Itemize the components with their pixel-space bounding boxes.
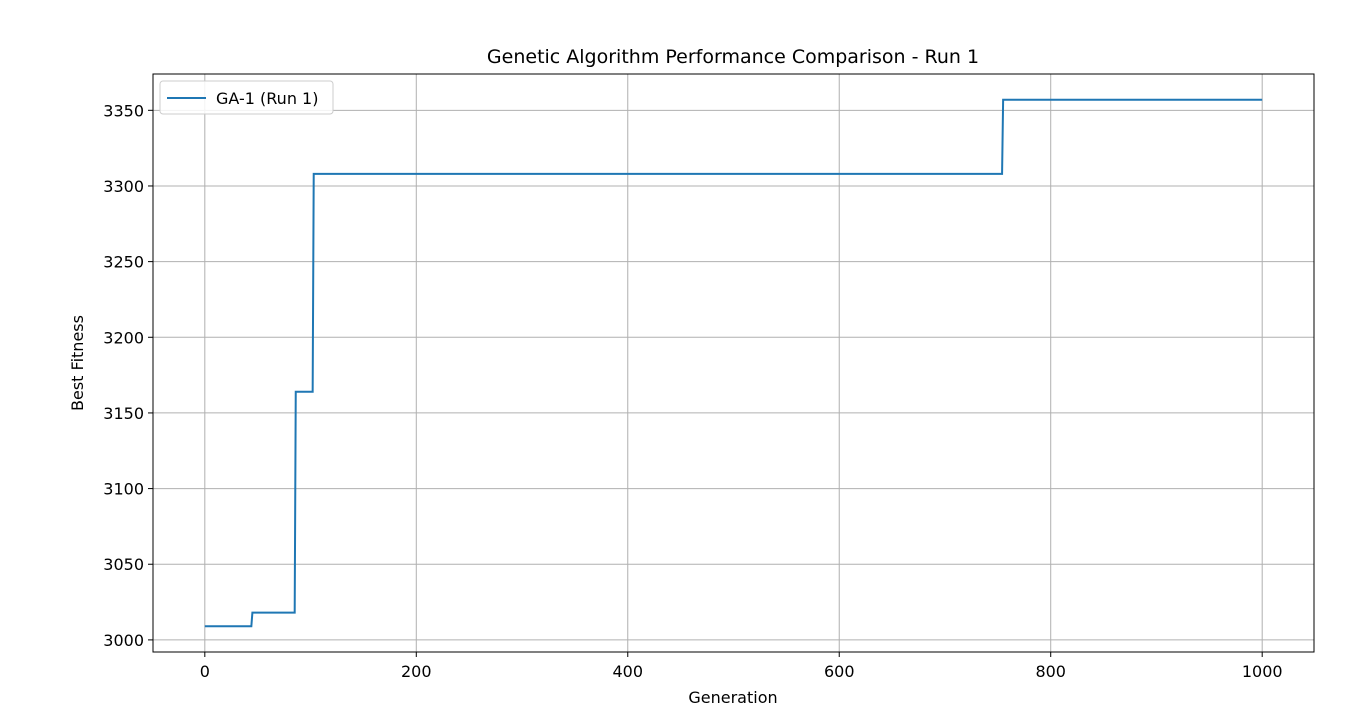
y-tick-label: 3250 xyxy=(103,253,144,272)
legend-label-ga-1: GA-1 (Run 1) xyxy=(216,89,318,108)
grid-lines xyxy=(153,74,1314,652)
legend-box xyxy=(159,80,334,115)
axis-ticks: 0 200 400 600 800 1000 3000 3050 3100 3150 3200 325… xyxy=(103,101,1282,681)
legend: GA-1 (Run 1) xyxy=(159,80,334,115)
x-tick-label: 800 xyxy=(1035,662,1066,681)
y-tick-label: 3350 xyxy=(103,101,144,120)
y-axis-label: Best Fitness xyxy=(68,315,87,411)
y-tick-label: 3100 xyxy=(103,480,144,499)
y-tick-label: 3150 xyxy=(103,404,144,423)
series-layer xyxy=(204,98,1263,628)
x-axis-label: Generation xyxy=(688,688,777,707)
y-tick-label: 3300 xyxy=(103,177,144,196)
series-line-0 xyxy=(204,98,1263,628)
y-tick-label: 3000 xyxy=(103,631,144,650)
x-tick-label: 1000 xyxy=(1242,662,1283,681)
y-tick-label: 3050 xyxy=(103,555,144,574)
plot-area-frame xyxy=(152,73,1315,653)
x-tick-label: 400 xyxy=(612,662,643,681)
x-tick-label: 0 xyxy=(200,662,210,681)
x-tick-label: 200 xyxy=(401,662,432,681)
x-tick-label: 600 xyxy=(824,662,855,681)
y-tick-label: 3200 xyxy=(103,328,144,347)
chart-title: Genetic Algorithm Performance Comparison… xyxy=(487,46,979,68)
